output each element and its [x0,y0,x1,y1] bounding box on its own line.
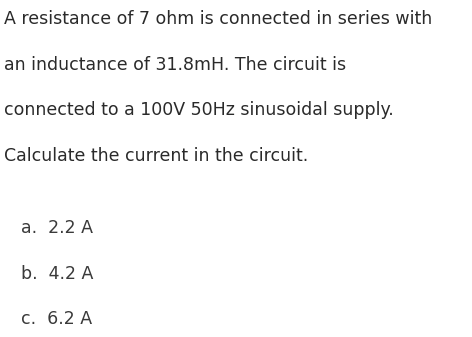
Text: connected to a 100V 50Hz sinusoidal supply.: connected to a 100V 50Hz sinusoidal supp… [4,101,394,119]
Text: Calculate the current in the circuit.: Calculate the current in the circuit. [4,147,308,164]
Text: a.  2.2 A: a. 2.2 A [21,219,93,237]
Text: c.  6.2 A: c. 6.2 A [21,310,93,328]
Text: b.  4.2 A: b. 4.2 A [21,265,93,282]
Text: an inductance of 31.8mH. The circuit is: an inductance of 31.8mH. The circuit is [4,56,346,73]
Text: A resistance of 7 ohm is connected in series with: A resistance of 7 ohm is connected in se… [4,10,432,28]
